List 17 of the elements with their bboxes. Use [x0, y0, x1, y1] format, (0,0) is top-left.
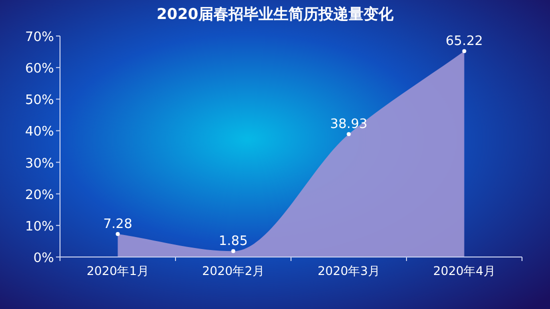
y-tick-label: 60%	[25, 62, 54, 77]
x-tick-label: 2020年3月	[318, 264, 380, 278]
data-label: 65.22	[446, 34, 483, 50]
y-tick-label: 40%	[25, 124, 54, 140]
x-tick-label: 2020年1月	[86, 264, 149, 278]
y-tick-label: 0%	[33, 251, 54, 266]
data-label: 1.85	[218, 234, 248, 250]
data-label: 7.28	[103, 217, 132, 232]
x-tick-label: 2020年4月	[433, 264, 496, 278]
x-tick-label: 2020年2月	[202, 264, 264, 278]
y-tick-label: 20%	[25, 188, 54, 203]
y-tick-label: 50%	[25, 93, 54, 108]
chart-title: 2020届春招毕业生简历投递量变化	[156, 5, 394, 23]
data-label: 38.93	[330, 117, 368, 132]
y-tick-label: 70%	[25, 30, 54, 45]
y-tick-label: 30%	[25, 156, 54, 172]
y-tick-label: 10%	[25, 219, 54, 234]
